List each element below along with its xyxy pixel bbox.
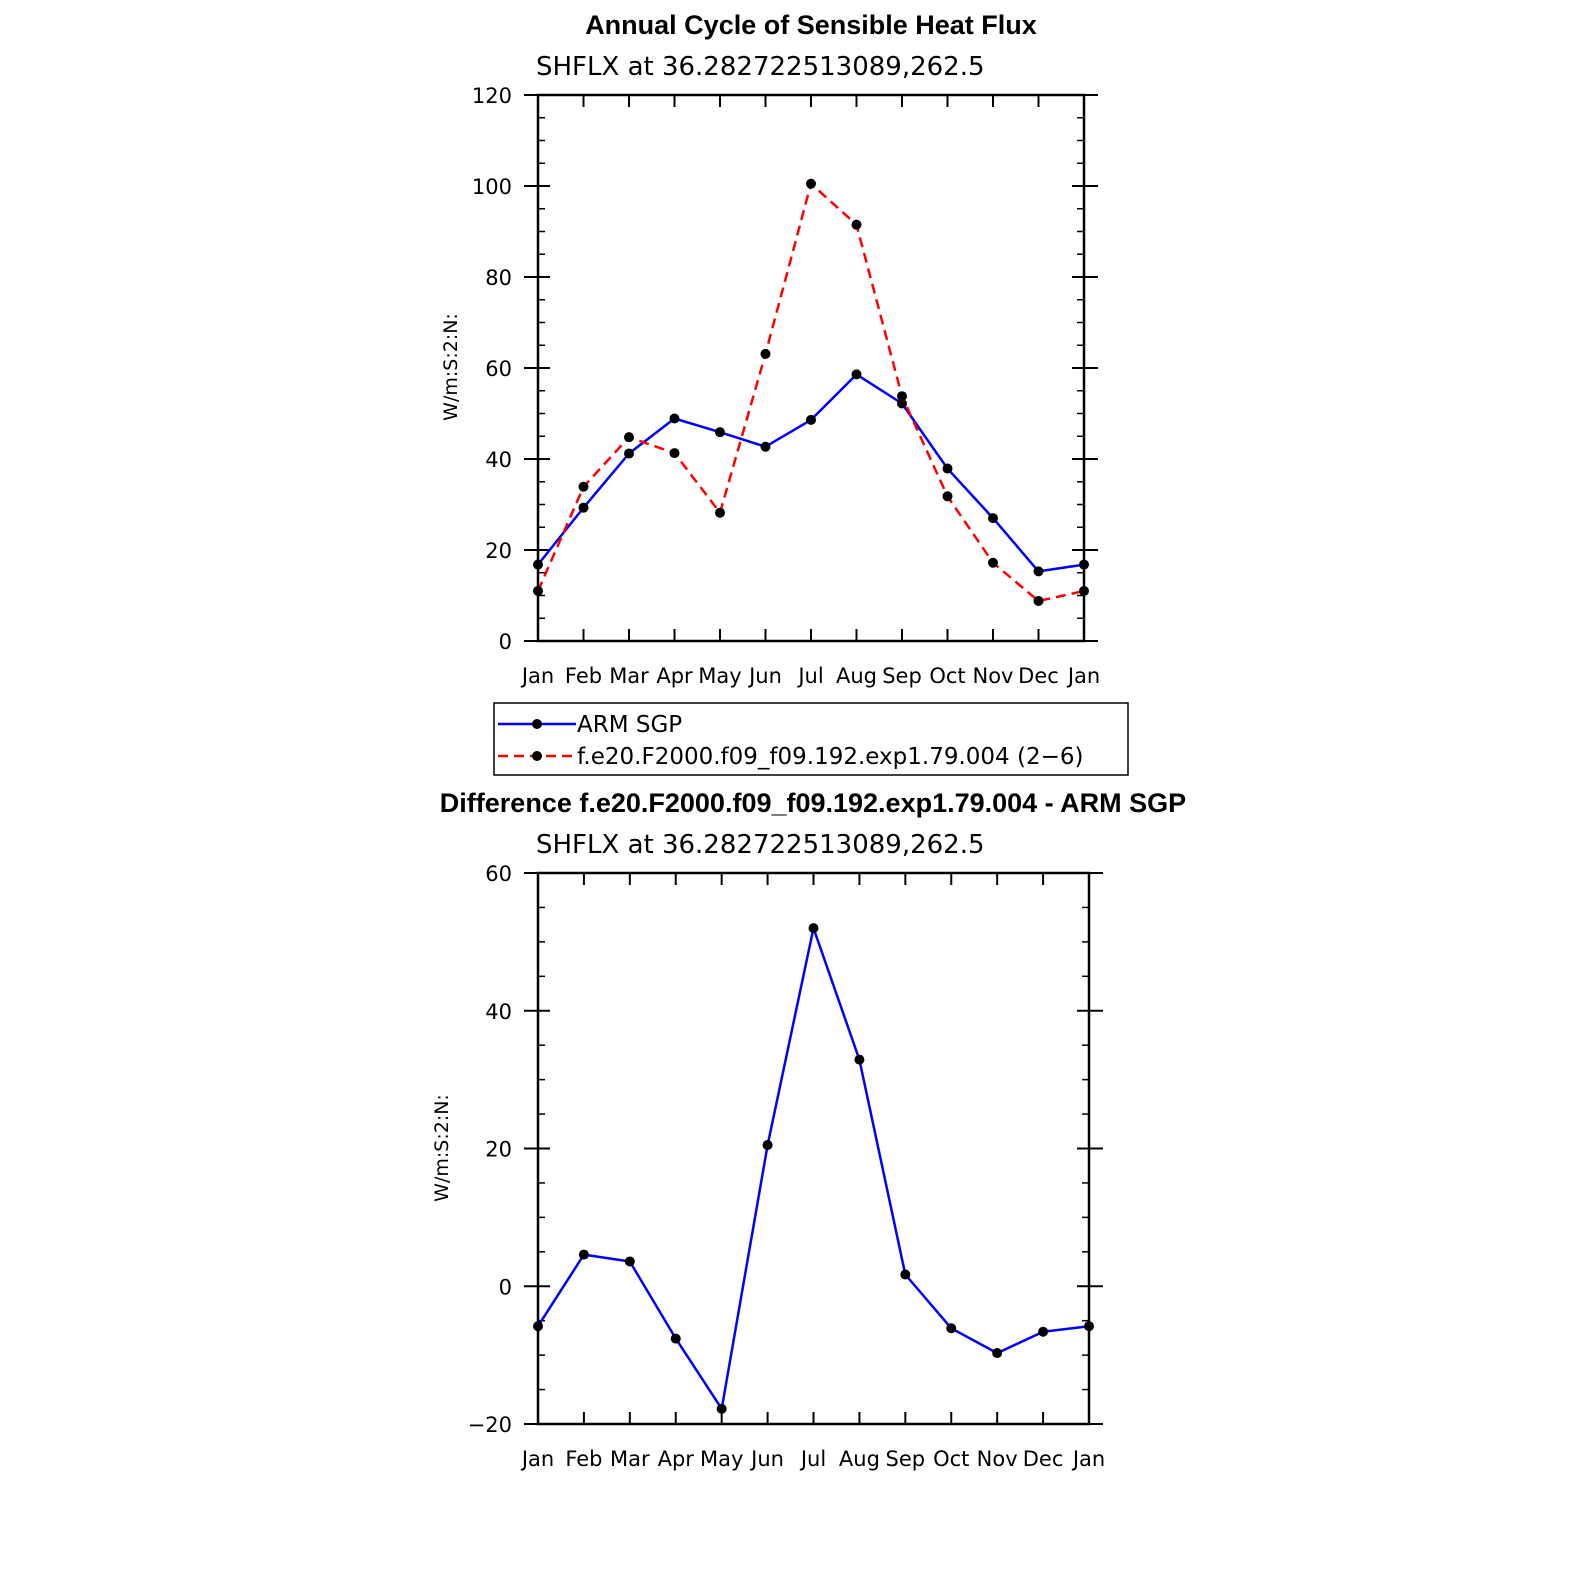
bottom-chart-frame bbox=[536, 871, 1091, 1426]
top-chart-series-2-point bbox=[851, 219, 862, 230]
top-chart-series-1-point bbox=[669, 413, 680, 424]
top-chart-series-1-point bbox=[533, 559, 543, 570]
bottom-chart-xtick-label: Jan bbox=[520, 1447, 554, 1471]
top-chart-series-2-point bbox=[578, 481, 589, 492]
bottom-chart-xtick-label: Feb bbox=[565, 1447, 602, 1471]
top-chart-ytick-label: 40 bbox=[485, 448, 512, 472]
top-chart-xtick-label: Sep bbox=[882, 664, 922, 688]
bottom-chart-series-1-point bbox=[808, 923, 819, 934]
top-chart-xtick-label: Jan bbox=[1066, 664, 1100, 688]
top-chart-xtick-label: Dec bbox=[1018, 664, 1059, 688]
bottom-chart: Difference f.e20.F2000.f09_f09.192.exp1.… bbox=[431, 788, 1186, 1471]
top-chart-series-1-point bbox=[624, 448, 634, 459]
bottom-chart-series-1-point bbox=[854, 1054, 865, 1065]
bottom-chart-xtick-label: Apr bbox=[658, 1447, 695, 1471]
bottom-chart-series-1-point bbox=[670, 1333, 681, 1344]
top-chart-title: Annual Cycle of Sensible Heat Flux bbox=[585, 10, 1037, 40]
top-chart-ytick-label: 80 bbox=[485, 266, 512, 290]
top-chart-xtick-label: May bbox=[698, 664, 741, 688]
bottom-chart-series-1-point bbox=[716, 1403, 727, 1414]
top-chart-series-1-point bbox=[715, 427, 725, 438]
bottom-chart-xtick-label: Aug bbox=[839, 1447, 880, 1471]
top-chart-xtick-label: Aug bbox=[836, 664, 877, 688]
bottom-chart-subtitle: SHFLX at 36.282722513089,262.5 bbox=[536, 830, 985, 860]
bottom-chart-series-1-point bbox=[578, 1249, 589, 1260]
top-chart-series-line-2 bbox=[536, 182, 1085, 603]
top-chart-series-2-point bbox=[533, 585, 543, 596]
top-chart-xtick-label: Mar bbox=[609, 664, 649, 688]
legend-marker-obs bbox=[532, 719, 542, 729]
top-chart-series-2-point bbox=[669, 448, 680, 459]
bottom-chart-series-1-point bbox=[624, 1256, 635, 1267]
top-chart-frame bbox=[536, 93, 1086, 643]
bottom-chart-ylabel: W/m:S:2:N: bbox=[431, 1094, 453, 1202]
top-chart-xtick-label: Nov bbox=[973, 664, 1014, 688]
top-chart-ytick-label: 20 bbox=[485, 539, 512, 563]
top-chart-subtitle: SHFLX at 36.282722513089,262.5 bbox=[536, 52, 985, 82]
top-chart-ylabel: W/m:S:2:N: bbox=[440, 313, 462, 421]
top-chart-series-2-point bbox=[624, 432, 634, 443]
top-chart-series-1-point bbox=[578, 502, 589, 513]
top-chart-xtick-label: Apr bbox=[656, 664, 693, 688]
top-chart-xtick-label: Jun bbox=[747, 664, 782, 688]
bottom-chart-series-1-point bbox=[762, 1140, 773, 1151]
bottom-chart-series-1-point bbox=[900, 1269, 911, 1280]
bottom-chart-ytick-label: 20 bbox=[485, 1138, 512, 1162]
top-chart-series-2-point bbox=[760, 348, 771, 359]
top-chart-xtick-label: Oct bbox=[929, 664, 965, 688]
bottom-chart-series-1-point bbox=[946, 1323, 957, 1334]
top-chart-series-1-point bbox=[988, 513, 998, 524]
bottom-chart-xtick-label: Mar bbox=[610, 1447, 650, 1471]
bottom-chart-xtick-label: Nov bbox=[977, 1447, 1018, 1471]
top-chart-ytick-label: 60 bbox=[485, 357, 512, 381]
bottom-chart-xtick-label: Jan bbox=[1071, 1447, 1105, 1471]
top-chart-ytick-label: 120 bbox=[472, 84, 512, 108]
top-chart: Annual Cycle of Sensible Heat Flux SHFLX… bbox=[440, 10, 1100, 688]
top-chart-series-1-point bbox=[1079, 559, 1089, 570]
bottom-chart-xtick-label: Dec bbox=[1023, 1447, 1064, 1471]
bottom-chart-title: Difference f.e20.F2000.f09_f09.192.exp1.… bbox=[440, 788, 1186, 818]
top-plot-area: Jan Feb Mar Apr May Jun Jul Aug Sep Oct Nov Dec Jan 0… bbox=[472, 84, 1100, 688]
legend-marker-model bbox=[532, 751, 542, 761]
top-chart-series-2-point bbox=[897, 391, 907, 402]
top-chart-series-1-point bbox=[1033, 566, 1044, 577]
legend-label-obs: ARM SGP bbox=[577, 712, 682, 738]
top-chart-xtick-label: Jan bbox=[520, 664, 554, 688]
top-chart-xtick-label: Feb bbox=[565, 664, 602, 688]
top-chart-series-2-point bbox=[1033, 595, 1044, 606]
bottom-chart-series-1-point bbox=[992, 1348, 1003, 1359]
bottom-plot-area: Jan Feb Mar Apr May Jun Jul Aug Sep Oct Nov Dec Jan−… bbox=[468, 862, 1106, 1471]
top-chart-series-1-point bbox=[851, 369, 862, 380]
legend: ARM SGP f.e20.F2000.f09_f09.192.exp1.79.… bbox=[493, 702, 1129, 776]
bottom-chart-series-1-point bbox=[1038, 1326, 1049, 1337]
bottom-chart-series-1-point bbox=[1084, 1321, 1094, 1332]
bottom-chart-ytick-label: 0 bbox=[499, 1275, 512, 1299]
legend-box bbox=[493, 702, 1129, 776]
top-chart-xtick-label: Jul bbox=[796, 664, 823, 688]
top-chart-ytick-label: 100 bbox=[472, 175, 512, 199]
top-chart-series-1-point bbox=[942, 463, 953, 474]
bottom-chart-series-1-point bbox=[533, 1321, 543, 1332]
bottom-chart-xtick-label: May bbox=[700, 1447, 743, 1471]
top-chart-series-2-point bbox=[806, 178, 816, 189]
bottom-chart-xtick-label: Jul bbox=[799, 1447, 826, 1471]
bottom-chart-xtick-label: Sep bbox=[886, 1447, 926, 1471]
bottom-chart-xtick-label: Jun bbox=[749, 1447, 784, 1471]
top-chart-series-2-point bbox=[942, 491, 953, 502]
bottom-chart-series-line-1 bbox=[536, 926, 1090, 1411]
top-chart-series-2-point bbox=[715, 507, 725, 518]
top-chart-ytick-label: 0 bbox=[499, 630, 512, 654]
legend-label-model: f.e20.F2000.f09_f09.192.exp1.79.004 (2−6… bbox=[577, 744, 1083, 770]
top-chart-series-line-1 bbox=[537, 373, 1085, 573]
top-chart-series-2-point bbox=[988, 557, 998, 568]
bottom-chart-xtick-label: Oct bbox=[933, 1447, 969, 1471]
bottom-chart-ytick-label: −20 bbox=[468, 1413, 512, 1437]
top-chart-series-1-point bbox=[760, 441, 771, 452]
bottom-chart-ytick-label: 60 bbox=[485, 862, 512, 886]
top-chart-series-2-point bbox=[1079, 585, 1089, 596]
top-chart-series-1-point bbox=[806, 414, 816, 425]
bottom-chart-ytick-label: 40 bbox=[485, 1000, 512, 1024]
